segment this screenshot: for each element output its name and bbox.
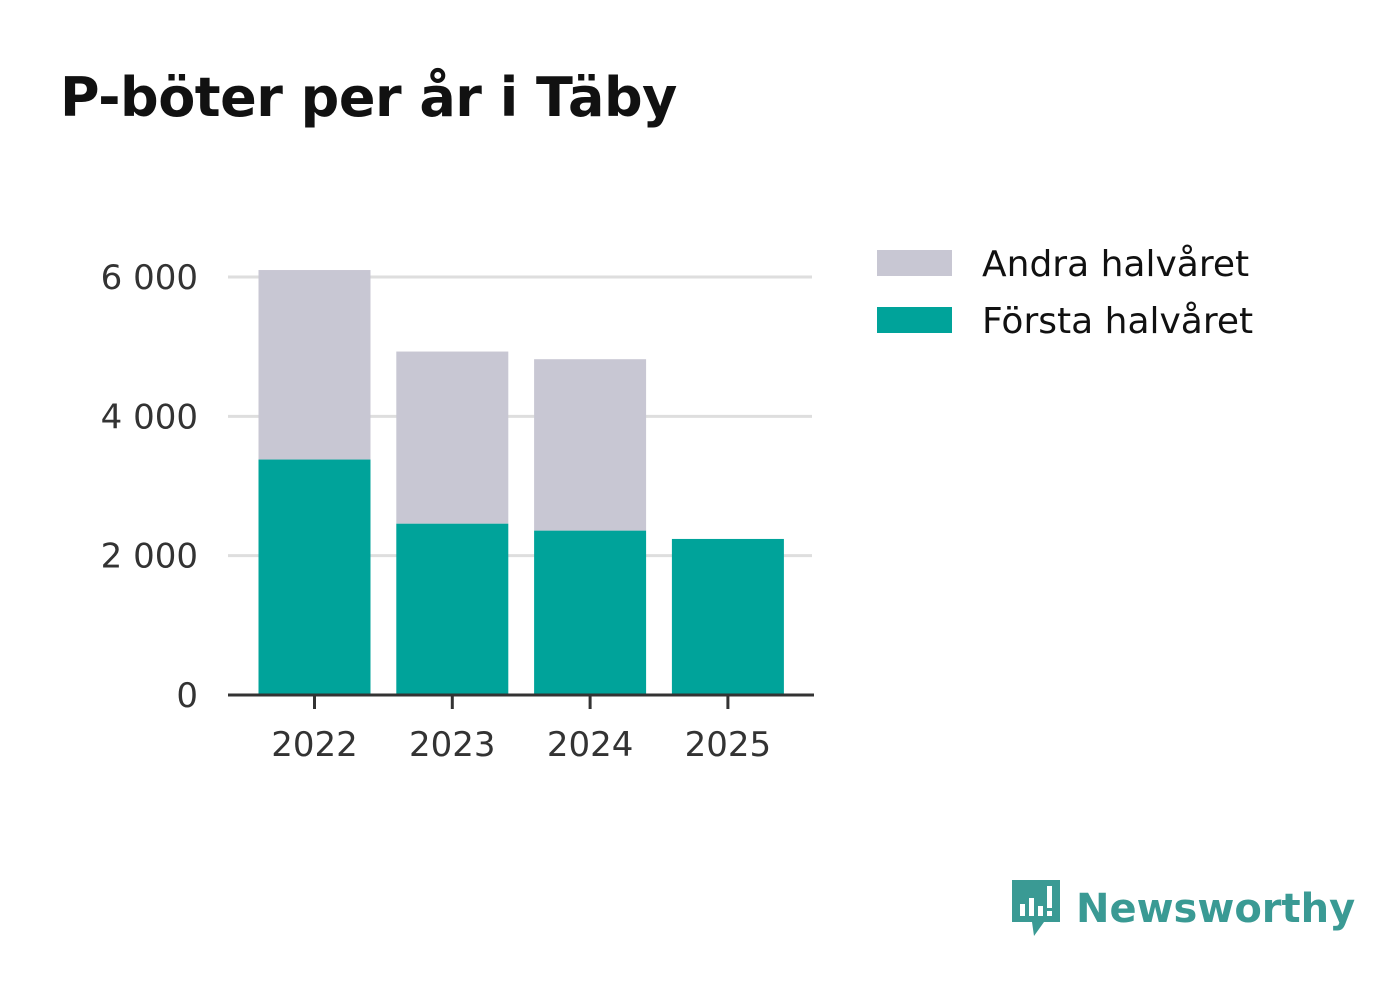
legend-label: Andra halvåret [982, 244, 1249, 285]
y-tick-label: 6 000 [101, 258, 198, 298]
bar-first-half-2022 [258, 459, 371, 695]
legend-label: Första halvåret [982, 301, 1253, 342]
bar-first-half-2023 [396, 523, 509, 695]
brand: Newsworthy [1010, 878, 1355, 940]
x-tick-label: 2025 [685, 725, 772, 765]
x-axis-labels: 2022 2023 2024 2025 [271, 725, 771, 765]
bar-second-half-2024 [534, 359, 647, 531]
legend-swatch [877, 250, 952, 276]
chart-title: P-böter per år i Täby [60, 66, 677, 129]
bar-first-half-2024 [534, 530, 647, 695]
y-tick-label: 2 000 [101, 537, 198, 577]
brand-name: Newsworthy [1076, 886, 1356, 932]
bar-second-half-2023 [396, 351, 509, 524]
y-axis-labels: 0 2 000 4 000 6 000 [101, 258, 198, 716]
x-tick-label: 2024 [547, 725, 634, 765]
legend-swatch [877, 307, 952, 333]
x-tick-label: 2022 [271, 725, 358, 765]
legend: Andra halvåret Första halvåret [877, 244, 1253, 342]
y-tick-label: 4 000 [101, 397, 198, 437]
newsworthy-logo-icon [1012, 880, 1060, 936]
x-tick-label: 2023 [409, 725, 496, 765]
bars [258, 270, 784, 695]
bar-first-half-2025 [671, 538, 784, 695]
bar-second-half-2022 [258, 270, 371, 460]
y-tick-label: 0 [176, 676, 198, 716]
x-axis [228, 693, 814, 709]
